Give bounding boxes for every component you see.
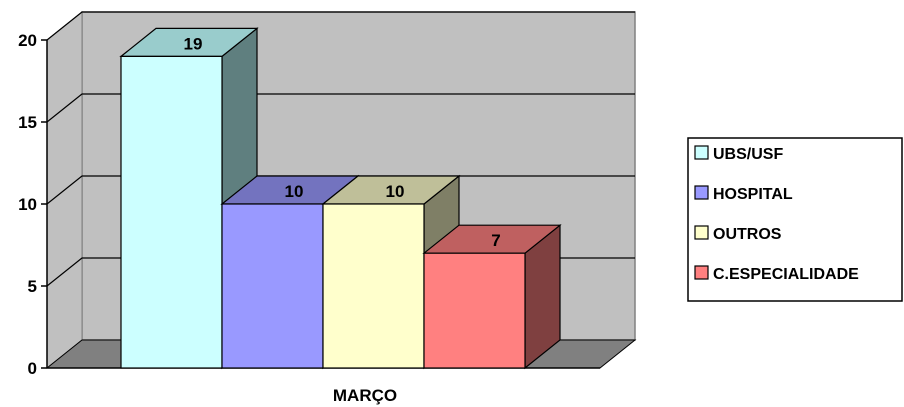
legend-frame — [687, 137, 903, 302]
legend-label: C.ESPECIALIDADE — [713, 266, 859, 283]
bar-front — [120, 55, 223, 369]
legend-swatch — [694, 145, 709, 160]
data-label: 10 — [285, 182, 304, 201]
legend-swatch — [694, 185, 709, 200]
bar-c-especialidade — [422, 223, 562, 370]
y-tick-label: 0 — [28, 359, 37, 378]
legend-label: OUTROS — [713, 226, 782, 243]
data-labels: 19 10 10 7 — [184, 34, 501, 250]
legend-label: HOSPITAL — [713, 186, 793, 203]
data-label: 19 — [184, 34, 203, 53]
category-label: MARÇO — [333, 386, 397, 405]
y-tick-label: 15 — [18, 113, 37, 132]
legend-label: UBS/USF — [713, 146, 783, 163]
gridline — [46, 11, 635, 41]
y-tick-label: 20 — [18, 31, 37, 50]
y-tick-label: 5 — [28, 277, 37, 296]
bars — [119, 27, 562, 370]
bar-front — [423, 252, 526, 369]
bar-front — [221, 203, 324, 369]
legend-swatch — [694, 225, 709, 240]
bar-front — [322, 203, 425, 369]
legend-swatch — [694, 265, 709, 280]
data-label: 10 — [386, 182, 405, 201]
data-label: 7 — [491, 231, 500, 250]
gridline — [46, 93, 635, 123]
legend: UBS/USF HOSPITAL OUTROS C.ESPECIALIDADE — [687, 137, 903, 302]
y-tick-label: 10 — [18, 195, 37, 214]
